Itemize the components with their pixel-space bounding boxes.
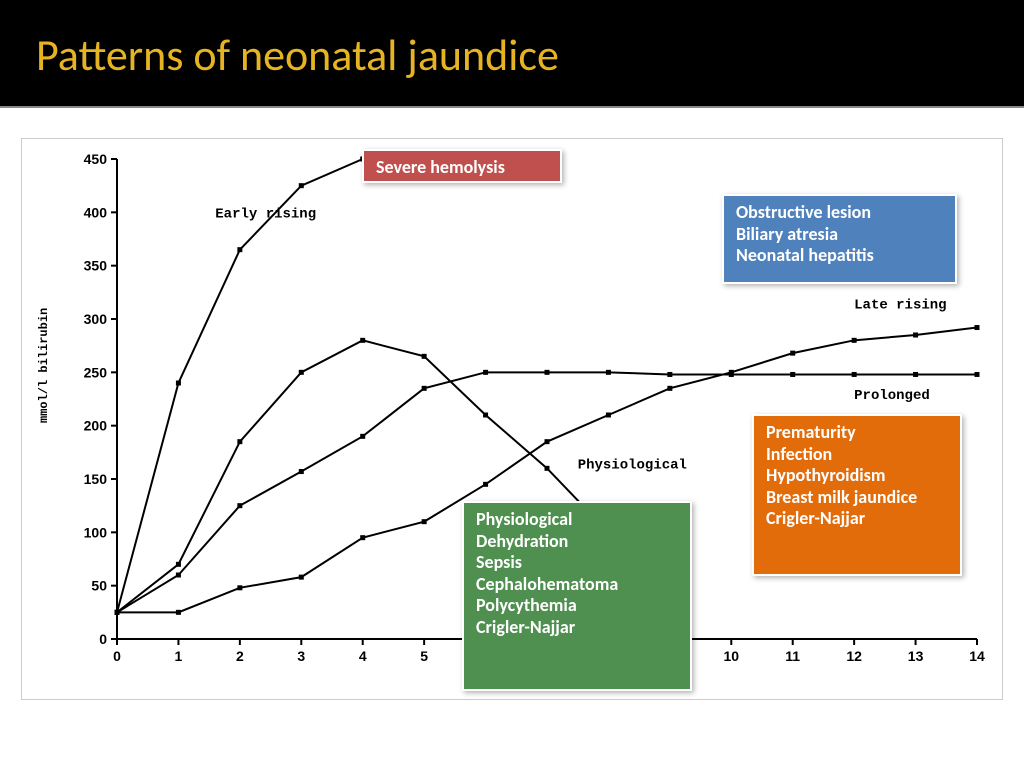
callout-prematurity: Prematurity Infection Hypothyroidism Bre… xyxy=(752,414,962,576)
callout-obstructive: Obstructive lesion Biliary atresia Neona… xyxy=(722,194,957,284)
svg-text:11: 11 xyxy=(785,648,800,664)
svg-text:300: 300 xyxy=(84,311,108,327)
svg-text:14: 14 xyxy=(969,648,985,664)
chart-container: 0501001502002503003504004500123456789101… xyxy=(21,138,1003,700)
callout-physiological: Physiological Dehydration Sepsis Cephalo… xyxy=(462,501,692,691)
svg-text:Prolonged: Prolonged xyxy=(854,388,930,404)
svg-text:2: 2 xyxy=(236,648,244,664)
svg-text:100: 100 xyxy=(84,524,108,540)
svg-text:250: 250 xyxy=(84,364,108,380)
svg-text:12: 12 xyxy=(846,648,862,664)
svg-text:50: 50 xyxy=(91,578,107,594)
svg-text:350: 350 xyxy=(84,258,108,274)
svg-text:150: 150 xyxy=(84,471,108,487)
svg-text:mmol/l bilirubin: mmol/l bilirubin xyxy=(37,308,51,423)
svg-text:Late rising: Late rising xyxy=(854,297,946,313)
svg-text:450: 450 xyxy=(84,151,108,167)
svg-text:Physiological: Physiological xyxy=(578,457,687,473)
callout-severe-hemolysis: Severe hemolysis xyxy=(362,149,562,183)
svg-text:Early rising: Early rising xyxy=(215,207,316,223)
svg-text:1: 1 xyxy=(175,648,183,664)
svg-text:3: 3 xyxy=(297,648,305,664)
svg-text:13: 13 xyxy=(908,648,924,664)
svg-text:0: 0 xyxy=(99,631,107,647)
svg-text:200: 200 xyxy=(84,418,108,434)
slide-header: Patterns of neonatal jaundice xyxy=(0,0,1024,108)
svg-text:4: 4 xyxy=(359,648,367,664)
svg-text:5: 5 xyxy=(420,648,428,664)
svg-text:0: 0 xyxy=(113,648,121,664)
svg-text:400: 400 xyxy=(84,204,108,220)
svg-text:10: 10 xyxy=(723,648,739,664)
page-title: Patterns of neonatal jaundice xyxy=(36,28,1024,82)
